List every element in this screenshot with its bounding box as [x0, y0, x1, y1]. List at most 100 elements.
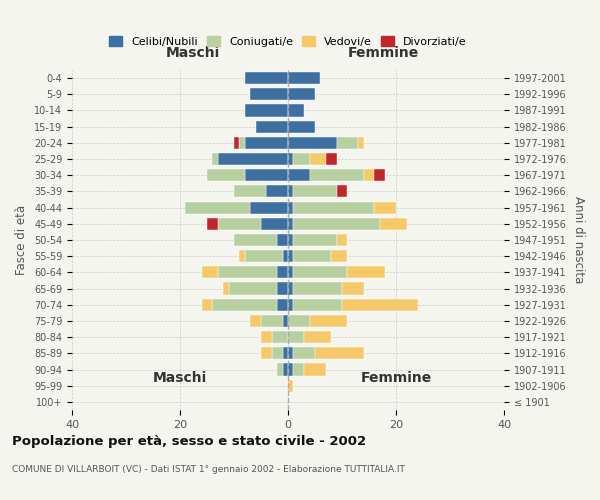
Bar — [202, 298, 212, 311]
Bar — [277, 282, 288, 294]
Bar — [293, 234, 337, 246]
Bar — [380, 218, 407, 230]
Bar — [293, 266, 347, 278]
Bar — [293, 153, 310, 165]
Bar — [261, 218, 288, 230]
Text: Femmine: Femmine — [361, 371, 431, 385]
Bar — [261, 348, 272, 360]
Bar — [293, 298, 342, 311]
Bar — [293, 364, 304, 376]
Bar — [288, 104, 304, 117]
Bar — [207, 169, 245, 181]
Bar — [374, 202, 396, 213]
Bar — [283, 348, 288, 360]
Bar — [288, 153, 293, 165]
Bar — [250, 202, 288, 213]
Bar — [288, 250, 293, 262]
Bar — [272, 331, 288, 343]
Legend: Celibi/Nubili, Coniugati/e, Vedovi/e, Divorziati/e: Celibi/Nubili, Coniugati/e, Vedovi/e, Di… — [105, 32, 471, 51]
Bar — [234, 234, 277, 246]
Bar — [315, 348, 364, 360]
Bar — [239, 137, 245, 149]
Bar — [293, 186, 337, 198]
Bar — [277, 234, 288, 246]
Bar — [283, 315, 288, 327]
Bar — [310, 169, 364, 181]
Bar — [331, 250, 347, 262]
Bar — [288, 88, 315, 101]
Y-axis label: Anni di nascita: Anni di nascita — [572, 196, 585, 284]
Bar — [288, 331, 304, 343]
Bar — [223, 282, 229, 294]
Bar — [207, 218, 218, 230]
Bar — [347, 266, 385, 278]
Bar — [288, 234, 293, 246]
Bar — [245, 169, 288, 181]
Bar — [326, 153, 337, 165]
Bar — [293, 202, 374, 213]
Bar — [293, 282, 342, 294]
Bar — [261, 331, 272, 343]
Bar — [245, 250, 283, 262]
Bar — [277, 298, 288, 311]
Bar — [342, 298, 418, 311]
Bar — [283, 250, 288, 262]
Bar — [293, 250, 331, 262]
Bar — [358, 137, 364, 149]
Bar — [277, 364, 283, 376]
Bar — [288, 282, 293, 294]
Bar — [234, 137, 239, 149]
Bar — [304, 331, 331, 343]
Bar — [202, 266, 218, 278]
Bar — [293, 348, 315, 360]
Bar — [337, 234, 347, 246]
Bar — [266, 186, 288, 198]
Text: Femmine: Femmine — [347, 46, 419, 60]
Bar — [288, 348, 293, 360]
Bar — [337, 186, 347, 198]
Bar — [283, 364, 288, 376]
Bar — [288, 137, 337, 149]
Bar — [288, 364, 293, 376]
Bar — [245, 137, 288, 149]
Bar — [229, 282, 277, 294]
Bar — [272, 348, 283, 360]
Bar — [288, 72, 320, 84]
Bar — [288, 186, 293, 198]
Bar — [261, 315, 283, 327]
Bar — [364, 169, 374, 181]
Bar — [218, 218, 261, 230]
Bar — [250, 88, 288, 101]
Bar — [374, 169, 385, 181]
Bar — [277, 266, 288, 278]
Bar — [310, 315, 347, 327]
Bar — [212, 298, 277, 311]
Bar — [342, 282, 364, 294]
Bar — [288, 169, 310, 181]
Y-axis label: Fasce di età: Fasce di età — [16, 205, 28, 275]
Bar — [288, 266, 293, 278]
Bar — [288, 380, 293, 392]
Bar — [245, 72, 288, 84]
Bar — [218, 153, 288, 165]
Bar — [218, 266, 277, 278]
Text: COMUNE DI VILLARBOIT (VC) - Dati ISTAT 1° gennaio 2002 - Elaborazione TUTTITALIA: COMUNE DI VILLARBOIT (VC) - Dati ISTAT 1… — [12, 465, 405, 474]
Bar — [310, 153, 326, 165]
Bar — [293, 218, 380, 230]
Bar — [288, 218, 293, 230]
Bar — [304, 364, 326, 376]
Text: Maschi: Maschi — [153, 371, 207, 385]
Bar — [239, 250, 245, 262]
Bar — [234, 186, 266, 198]
Bar — [288, 298, 293, 311]
Bar — [250, 315, 261, 327]
Text: Popolazione per età, sesso e stato civile - 2002: Popolazione per età, sesso e stato civil… — [12, 435, 366, 448]
Bar — [185, 202, 250, 213]
Bar — [288, 202, 293, 213]
Bar — [288, 120, 315, 132]
Bar — [245, 104, 288, 117]
Bar — [288, 315, 310, 327]
Bar — [256, 120, 288, 132]
Bar — [212, 153, 218, 165]
Text: Maschi: Maschi — [166, 46, 220, 60]
